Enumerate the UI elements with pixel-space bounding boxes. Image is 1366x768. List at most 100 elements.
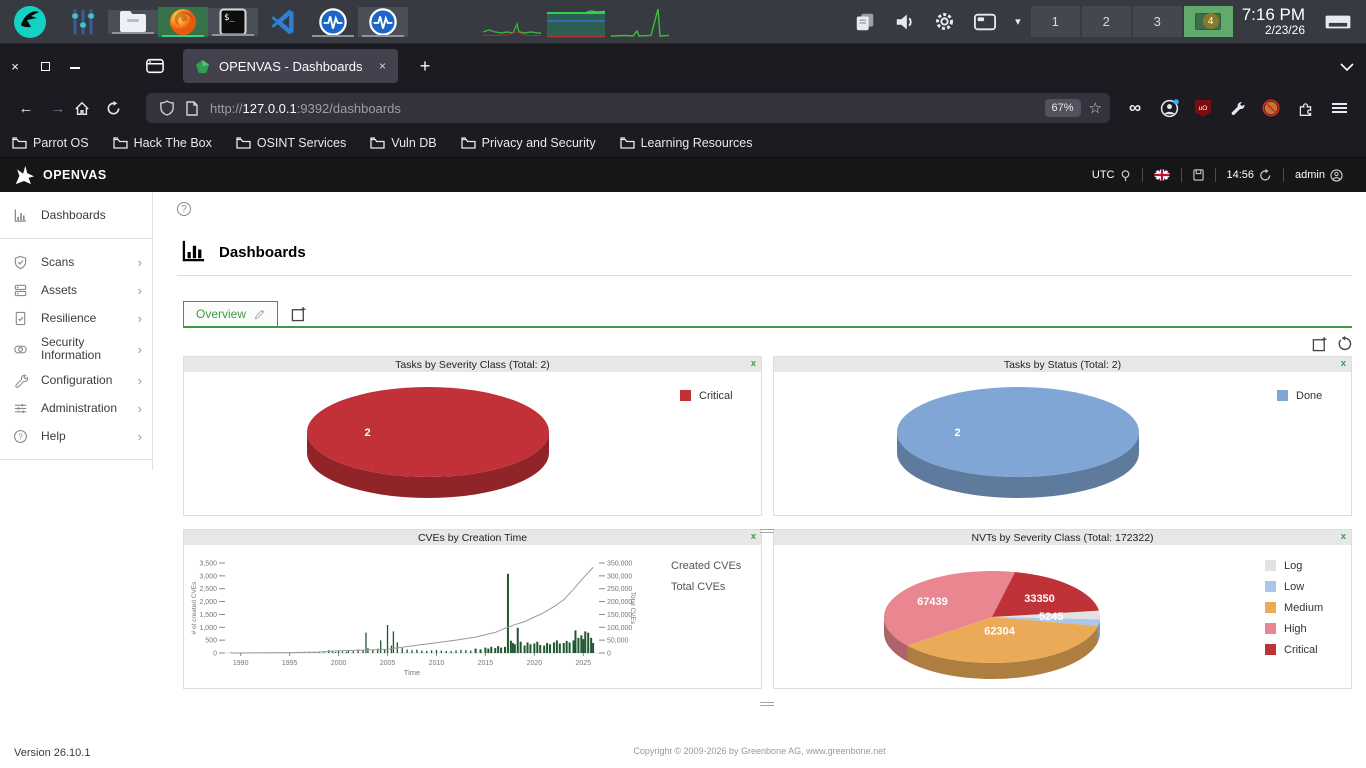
chevron-right-icon: › [138, 429, 142, 444]
bookmark-folder[interactable]: Learning Resources [620, 136, 753, 150]
bookmark-folder[interactable]: Hack The Box [113, 136, 212, 150]
firefox-icon[interactable] [158, 7, 208, 37]
add-widget-icon[interactable] [1312, 336, 1328, 352]
save-session-icon[interactable] [1182, 169, 1215, 181]
bookmark-folder[interactable]: Vuln DB [370, 136, 436, 150]
menu-hamburger-icon[interactable] [1322, 100, 1356, 115]
window-minimize-button[interactable] [60, 59, 90, 74]
openvas-logo[interactable]: OPENVAS [12, 164, 107, 186]
legend-item[interactable]: High [1265, 618, 1323, 639]
url-bar[interactable]: http://127.0.0.1:9392/dashboards 67% ☆ [146, 93, 1110, 123]
svg-text:150,000: 150,000 [607, 612, 632, 619]
window-close-button[interactable]: × [0, 59, 30, 74]
panel-clock[interactable]: 7:16 PM 2/23/26 [1242, 6, 1305, 36]
chevron-down-icon[interactable]: ▾ [1015, 15, 1021, 28]
sidebar-item-scans[interactable]: Scans › [0, 248, 152, 276]
window-maximize-button[interactable] [30, 59, 60, 74]
legend-item[interactable]: Critical [1265, 639, 1323, 660]
widget-header[interactable]: Tasks by Status (Total: 2) x [774, 357, 1351, 372]
workspace-3-button[interactable]: 3 [1133, 6, 1182, 37]
sidebar-item-administration[interactable]: Administration › [0, 394, 152, 422]
settings-gear-icon[interactable] [934, 11, 955, 32]
legend-item[interactable]: Low [1265, 576, 1323, 597]
close-widget-icon[interactable]: x [1341, 531, 1346, 542]
bookmark-folder[interactable]: Parrot OS [12, 136, 89, 150]
bookmark-folder[interactable]: OSINT Services [236, 136, 346, 150]
account-icon[interactable] [1152, 99, 1186, 118]
widget-header[interactable]: NVTs by Severity Class (Total: 172322) x [774, 530, 1351, 545]
bookmark-folder[interactable]: Privacy and Security [461, 136, 596, 150]
extension-infinity-icon[interactable]: ∞ [1118, 98, 1152, 118]
legend-item[interactable]: Created CVEs [671, 555, 741, 576]
system-monitor-icon-2[interactable] [358, 7, 408, 37]
widget-header[interactable]: CVEs by Creation Time x [184, 530, 761, 545]
workspace-2-button[interactable]: 2 [1082, 6, 1131, 37]
edit-pencil-icon[interactable] [254, 309, 265, 320]
reload-button[interactable] [106, 101, 138, 116]
shield-permissions-icon[interactable] [160, 100, 174, 116]
forward-button[interactable]: → [42, 100, 74, 117]
tasks-status-pie-chart[interactable]: 2 [774, 372, 1351, 515]
sidebar-item-help[interactable]: ? Help › [0, 422, 152, 450]
help-circle-icon: ? [13, 429, 30, 444]
cookie-blocker-icon[interactable] [1254, 99, 1288, 117]
tab-close-icon[interactable]: × [375, 59, 390, 73]
notifications-icon[interactable] [854, 11, 876, 33]
close-widget-icon[interactable]: x [1341, 358, 1346, 369]
svg-text:62304: 62304 [984, 625, 1015, 637]
tasks-severity-pie-chart[interactable]: 2 [184, 372, 761, 515]
url-text[interactable]: http://127.0.0.1:9392/dashboards [210, 101, 1045, 116]
user-menu[interactable]: admin [1284, 169, 1354, 182]
row-resize-handle[interactable] [760, 700, 774, 706]
extensions-puzzle-icon[interactable] [1288, 100, 1322, 117]
new-dashboard-icon[interactable] [291, 306, 307, 322]
site-info-page-icon[interactable] [186, 101, 198, 116]
widget-header[interactable]: Tasks by Severity Class (Total: 2) x [184, 357, 761, 372]
timezone-selector[interactable]: UTC [1081, 169, 1142, 182]
workspace-4-button[interactable]: 4 [1184, 6, 1233, 37]
file-manager-icon[interactable] [108, 10, 158, 34]
vscode-icon[interactable] [258, 8, 308, 36]
volume-icon[interactable] [894, 11, 916, 33]
legend-item[interactable]: Medium [1265, 597, 1323, 618]
workspace-1-button[interactable]: 1 [1031, 6, 1080, 37]
legend-item[interactable]: Total CVEs [671, 576, 741, 597]
row-resize-handle[interactable] [760, 527, 774, 533]
legend-item[interactable]: Log [1265, 555, 1323, 576]
parrot-os-logo-icon[interactable] [12, 4, 48, 40]
sidebar-item-configuration[interactable]: Configuration › [0, 366, 152, 394]
session-timer[interactable]: 14:56 [1216, 169, 1284, 182]
ublock-origin-icon[interactable]: uO [1186, 100, 1220, 117]
close-widget-icon[interactable]: x [751, 358, 756, 369]
bookmark-star-icon[interactable]: ☆ [1089, 99, 1102, 117]
legend-item[interactable]: Done [1277, 385, 1322, 406]
close-widget-icon[interactable]: x [751, 531, 756, 542]
dock-tray-icon[interactable] [1324, 11, 1352, 33]
system-monitor-graphs[interactable] [480, 0, 672, 43]
window-selector-icon[interactable] [973, 11, 997, 33]
list-all-tabs-icon[interactable] [1340, 62, 1354, 71]
back-button[interactable]: ← [10, 100, 42, 117]
legend-item[interactable]: Critical [680, 385, 733, 406]
sidebar-item-resilience[interactable]: Resilience › [0, 304, 152, 332]
browser-tab-openvas[interactable]: OPENVAS - Dashboards × [183, 49, 398, 83]
terminal-icon[interactable]: $_ [208, 8, 258, 36]
sidebar-item-dashboards[interactable]: Dashboards [0, 201, 152, 229]
reset-dashboard-icon[interactable] [1337, 336, 1353, 352]
new-tab-button[interactable]: + [412, 56, 438, 77]
sidebar-item-security-information[interactable]: Security Information › [0, 332, 152, 366]
chart-legend: Created CVEsTotal CVEs [671, 555, 741, 597]
page-help-icon[interactable]: ? [177, 202, 191, 216]
wrench-extension-icon[interactable] [1220, 100, 1254, 117]
tab-overview[interactable]: Overview [183, 301, 278, 326]
language-flag-icon[interactable] [1143, 169, 1181, 181]
svg-text:100,000: 100,000 [607, 625, 632, 632]
copyright-link[interactable]: www.greenbone.net [806, 746, 886, 756]
system-monitor-icon[interactable] [308, 7, 358, 37]
sidebar-item-assets[interactable]: Assets › [0, 276, 152, 304]
firefox-view-icon[interactable] [145, 57, 165, 75]
mixer-settings-icon[interactable] [58, 8, 108, 36]
zoom-level-badge[interactable]: 67% [1045, 99, 1081, 117]
sidebar-label: Configuration [41, 374, 112, 387]
home-button[interactable] [74, 101, 106, 116]
